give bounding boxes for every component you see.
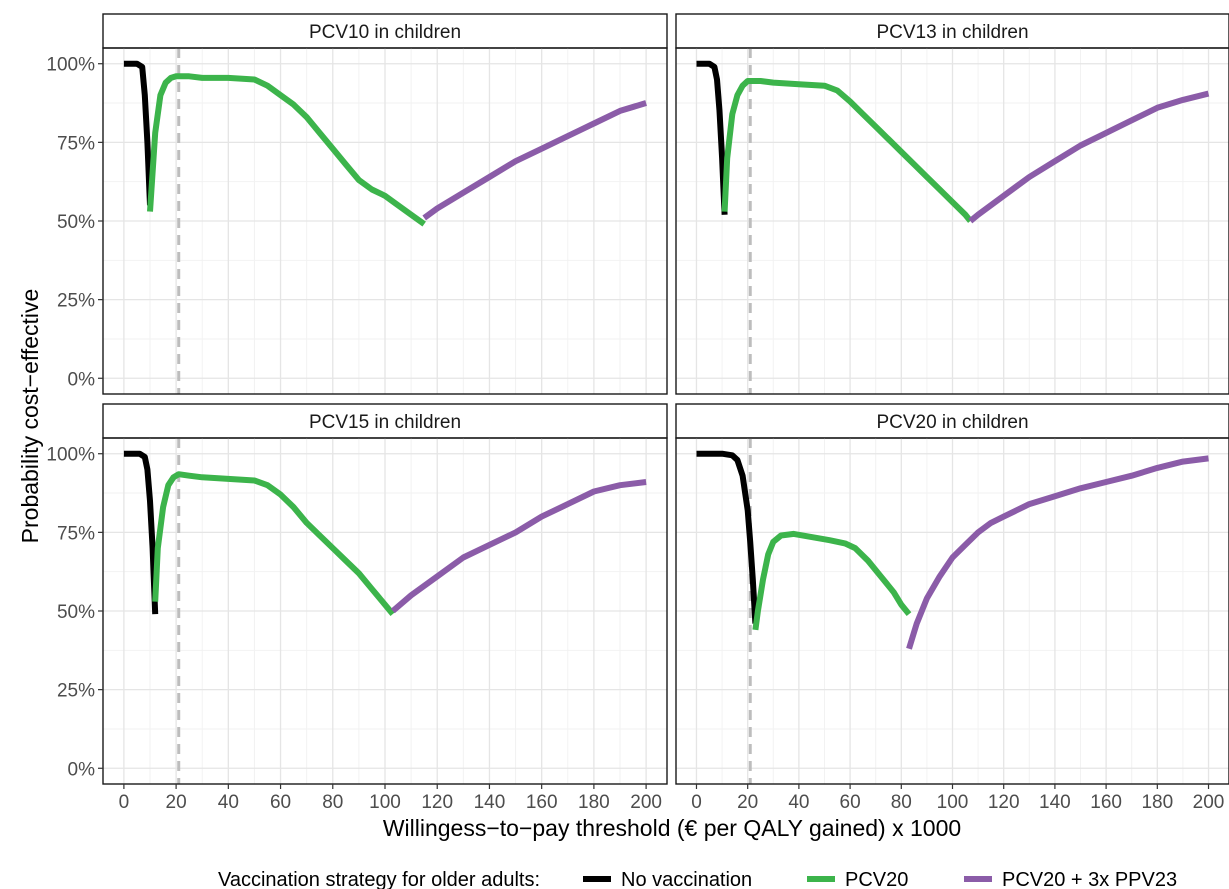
panel-border — [675, 47, 1229, 395]
x-tick-label: 40 — [788, 792, 809, 813]
axes-layer: 0% 25% 50% 75% 100% 0% 25% 50% 75% 100% 0 20 40 60 80 1… — [46, 55, 1224, 813]
facet-strip — [675, 403, 1229, 439]
x-tick-label: 60 — [840, 792, 861, 813]
x-tick-label: 40 — [218, 792, 239, 813]
x-tick-label: 140 — [474, 792, 506, 813]
x-tick-label: 100 — [937, 792, 969, 813]
facet-strip-label: PCV10 in children — [309, 22, 461, 43]
facet-panels: PCV10 in children PCV13 in children PCV15 … — [102, 13, 1229, 785]
series-group — [696, 60, 1210, 224]
grid-lines — [103, 48, 667, 394]
grid-lines — [676, 48, 1229, 394]
facet-strip — [102, 13, 668, 49]
x-tick-label: 120 — [988, 792, 1020, 813]
y-tick-label: 50% — [57, 602, 95, 623]
series-line — [906, 455, 1209, 650]
legend: Vaccination strategy for older adults: N… — [218, 869, 1177, 889]
series-group — [123, 60, 647, 227]
y-tick-label: 0% — [68, 759, 96, 780]
legend-label: No vaccination — [621, 869, 752, 889]
x-tick-label: 0 — [119, 792, 130, 813]
x-tick-label: 80 — [322, 792, 343, 813]
x-tick-label: 100 — [369, 792, 401, 813]
x-tick-label: 160 — [1090, 792, 1122, 813]
x-tick-label: 180 — [578, 792, 610, 813]
series-group — [696, 450, 1209, 650]
series-line — [152, 471, 396, 617]
x-tick-label: 20 — [737, 792, 758, 813]
grid-lines — [103, 438, 667, 784]
y-tick-label: 100% — [46, 445, 95, 466]
facet-panel: PCV20 in children — [675, 403, 1229, 785]
x-tick-label: 140 — [1039, 792, 1071, 813]
x-tick-label: 60 — [270, 792, 291, 813]
x-tick-label: 0 — [691, 792, 702, 813]
series-line — [968, 90, 1210, 224]
x-tick-label: 160 — [526, 792, 558, 813]
y-axis-title: Probability cost−effective — [17, 289, 43, 544]
series-group — [123, 450, 647, 617]
facet-panel: PCV13 in children — [675, 13, 1229, 395]
series-line — [696, 450, 759, 624]
facet-strip — [675, 13, 1229, 49]
x-axis-title: Willingess−to−pay threshold (€ per QALY … — [383, 815, 961, 841]
series-line — [123, 60, 153, 206]
x-tick-label: 180 — [1141, 792, 1173, 813]
series-line — [147, 73, 426, 227]
y-tick-label: 0% — [68, 369, 96, 390]
series-line — [721, 78, 973, 223]
series-line — [422, 100, 647, 221]
facet-strip-label: PCV20 in children — [876, 412, 1028, 433]
facet-strip-label: PCV15 in children — [309, 412, 461, 433]
legend-label: PCV20 — [845, 869, 908, 889]
series-line — [752, 530, 912, 631]
y-tick-label: 75% — [57, 133, 95, 154]
y-tick-label: 100% — [46, 55, 95, 76]
x-tick-label: 200 — [1193, 792, 1225, 813]
x-tick-label: 200 — [630, 792, 662, 813]
series-line — [123, 450, 159, 615]
legend-label: PCV20 + 3x PPV23 — [1002, 869, 1177, 889]
facet-strip-label: PCV13 in children — [876, 22, 1028, 43]
y-tick-label: 75% — [57, 523, 95, 544]
series-line — [696, 60, 728, 215]
y-tick-label: 50% — [57, 212, 95, 233]
facet-panel: PCV10 in children — [102, 13, 668, 395]
facet-panel: PCV15 in children — [102, 403, 668, 785]
y-tick-label: 25% — [57, 291, 95, 312]
facet-strip — [102, 403, 668, 439]
grid-lines — [676, 438, 1229, 784]
y-tick-label: 25% — [57, 681, 95, 702]
series-line — [390, 479, 647, 614]
x-tick-label: 20 — [166, 792, 187, 813]
x-tick-label: 120 — [421, 792, 453, 813]
x-tick-label: 80 — [891, 792, 912, 813]
legend-title: Vaccination strategy for older adults: — [218, 869, 540, 889]
